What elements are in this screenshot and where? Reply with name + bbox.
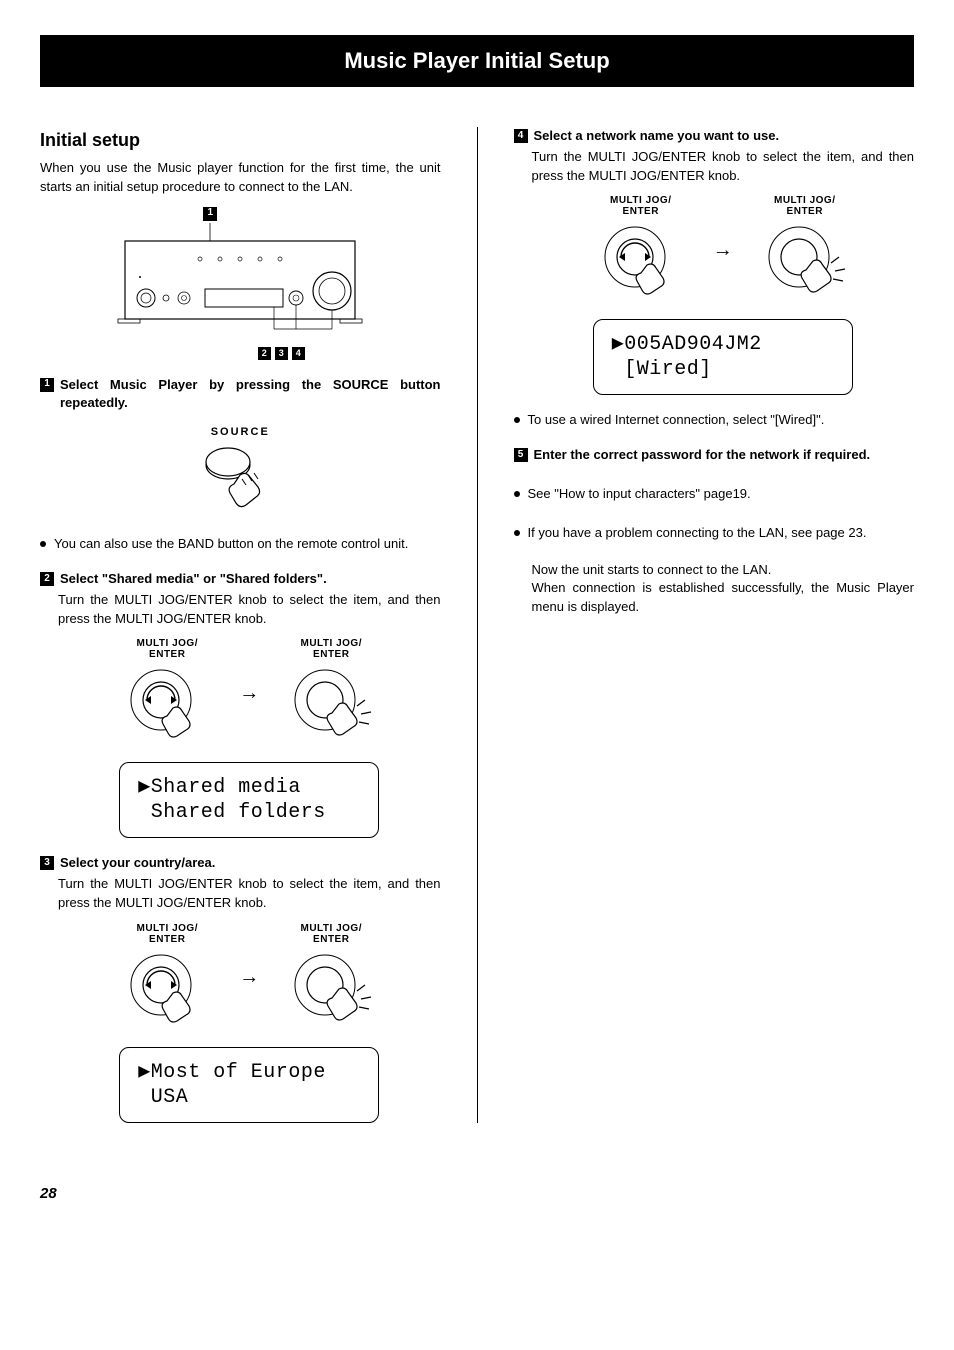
step3-lcd: ▶Most of Europe USA — [119, 1047, 379, 1123]
step1-head: Select Music Player by pressing the SOUR… — [60, 376, 441, 414]
device-figure: 1 — [40, 205, 441, 360]
left-column: Initial setup When you use the Music pla… — [40, 127, 441, 1123]
step5-bullet1-text: See "How to input characters" page19. — [528, 485, 915, 504]
jog-press-icon — [287, 664, 375, 742]
step4-body: Turn the MULTI JOG/ENTER knob to select … — [532, 148, 915, 186]
jog-turn-icon — [123, 949, 211, 1027]
right-column: 4 Select a network name you want to use.… — [514, 127, 915, 1123]
jog-label: MULTI JOG/ ENTER — [761, 195, 849, 217]
lcd-line1: ▶Shared media — [138, 775, 360, 800]
step4-num: 4 — [514, 129, 528, 143]
page-header-band: Music Player Initial Setup — [40, 35, 914, 87]
device-callout-4: 4 — [292, 347, 305, 360]
jog-label: MULTI JOG/ ENTER — [597, 195, 685, 217]
step3-body: Turn the MULTI JOG/ENTER knob to select … — [58, 875, 441, 913]
step4-lcd: ▶005AD904JM2 [Wired] — [593, 319, 853, 395]
column-divider — [477, 127, 478, 1123]
jog-label: MULTI JOG/ ENTER — [123, 923, 211, 945]
arrow-right-icon: → — [239, 679, 259, 708]
bullet-dot-icon — [514, 530, 520, 536]
bullet-dot-icon — [514, 491, 520, 497]
step1-bullet-text: You can also use the BAND button on the … — [54, 535, 441, 554]
step-3: 3 Select your country/area. Turn the MUL… — [40, 854, 441, 1122]
step3-head: Select your country/area. — [60, 854, 441, 873]
jog-label: MULTI JOG/ ENTER — [287, 923, 375, 945]
step4-head: Select a network name you want to use. — [534, 127, 915, 146]
step4-jog-figure: MULTI JOG/ ENTER → MULTI JOG/ ENTER — [532, 195, 915, 305]
page-header-title: Music Player Initial Setup — [344, 48, 609, 73]
step1-num: 1 — [40, 378, 54, 392]
source-label: SOURCE — [40, 425, 441, 441]
step-4: 4 Select a network name you want to use.… — [514, 127, 915, 430]
lcd-line1: ▶005AD904JM2 — [612, 332, 834, 357]
step2-body: Turn the MULTI JOG/ENTER knob to select … — [58, 591, 441, 629]
jog-press-icon — [287, 949, 375, 1027]
jog-turn-icon — [597, 221, 685, 299]
step2-num: 2 — [40, 572, 54, 586]
source-figure: SOURCE — [40, 425, 441, 517]
content-columns: Initial setup When you use the Music pla… — [40, 127, 914, 1123]
step5-num: 5 — [514, 448, 528, 462]
jog-turn-icon — [123, 664, 211, 742]
lcd-line2: USA — [138, 1085, 360, 1110]
lcd-line1: ▶Most of Europe — [138, 1060, 360, 1085]
device-callout-top: 1 — [203, 207, 217, 221]
jog-press-icon — [761, 221, 849, 299]
source-button-svg — [200, 445, 280, 511]
step-1: 1 Select Music Player by pressing the SO… — [40, 376, 441, 554]
step5-tail2: When connection is established successfu… — [532, 579, 915, 617]
step2-head: Select "Shared media" or "Shared folders… — [60, 570, 441, 589]
step5-tail1: Now the unit starts to connect to the LA… — [532, 561, 915, 580]
step2-lcd: ▶Shared media Shared folders — [119, 762, 379, 838]
step1-bullet: You can also use the BAND button on the … — [40, 535, 441, 554]
step2-jog-figure: MULTI JOG/ ENTER → MULTI JOG/ ENTER — [58, 638, 441, 748]
device-svg — [110, 223, 370, 333]
arrow-right-icon: → — [239, 963, 259, 992]
step5-head: Enter the correct password for the netwo… — [534, 446, 915, 465]
section-title: Initial setup — [40, 127, 441, 153]
step5-bullet1: See "How to input characters" page19. — [514, 485, 915, 504]
step4-bullet-text: To use a wired Internet connection, sele… — [528, 411, 915, 430]
step-5: 5 Enter the correct password for the net… — [514, 446, 915, 617]
step4-bullet: To use a wired Internet connection, sele… — [514, 411, 915, 430]
device-callout-3: 3 — [275, 347, 288, 360]
step5-bullet2-text: If you have a problem connecting to the … — [528, 524, 915, 543]
page-number: 28 — [40, 1183, 914, 1205]
jog-label: MULTI JOG/ ENTER — [287, 638, 375, 660]
step3-jog-figure: MULTI JOG/ ENTER → MULTI JOG/ ENTER — [58, 923, 441, 1033]
device-callout-2: 2 — [258, 347, 271, 360]
step-2: 2 Select "Shared media" or "Shared folde… — [40, 570, 441, 838]
lcd-line2: Shared folders — [138, 800, 360, 825]
arrow-right-icon: → — [713, 236, 733, 265]
step3-num: 3 — [40, 856, 54, 870]
step5-bullet2: If you have a problem connecting to the … — [514, 524, 915, 543]
jog-label: MULTI JOG/ ENTER — [123, 638, 211, 660]
bullet-dot-icon — [40, 541, 46, 547]
intro-text: When you use the Music player function f… — [40, 159, 441, 197]
device-callout-row: 2 3 4 — [122, 345, 441, 360]
bullet-dot-icon — [514, 417, 520, 423]
lcd-line2: [Wired] — [612, 357, 834, 382]
